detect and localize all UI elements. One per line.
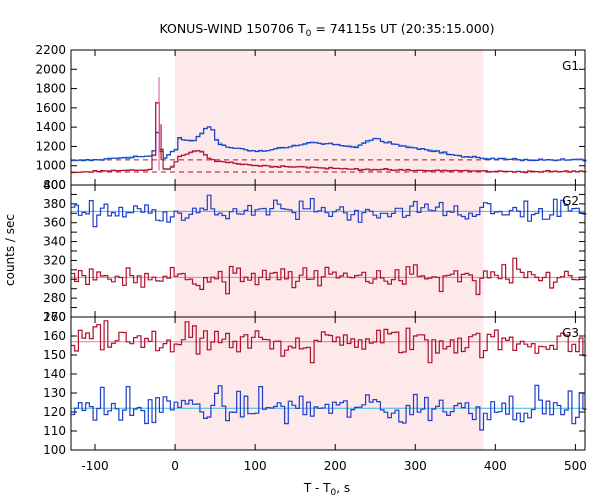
shaded-interval-g1 [175, 50, 484, 185]
x-tick-label-500: 500 [564, 459, 587, 473]
y-axis-label: counts / sec [3, 214, 17, 286]
y-tick-label-g2-400: 400 [43, 178, 66, 192]
y-tick-label-g3-110: 110 [43, 424, 66, 438]
y-tick-label-g1-1400: 1400 [35, 120, 66, 134]
y-tick-label-g1-1200: 1200 [35, 139, 66, 153]
panel-label-g1: G1 [562, 59, 579, 73]
label-layer: 8001000120014001600180020002200G12602803… [35, 43, 586, 473]
x-tick-label-200: 200 [324, 459, 347, 473]
y-tick-label-g3-130: 130 [43, 386, 66, 400]
panel-label-g2: G2 [562, 194, 579, 208]
frame-layer [70, 49, 586, 451]
y-tick-label-g2-340: 340 [43, 235, 66, 249]
x-tick-label-100: 100 [244, 459, 267, 473]
series-blue-g3 [71, 384, 587, 431]
y-tick-label-g3-120: 120 [43, 405, 66, 419]
y-tick-label-g1-2200: 2200 [35, 43, 66, 57]
y-tick-label-g3-100: 100 [43, 443, 66, 457]
shaded-interval-g2 [175, 185, 484, 317]
y-tick-label-g2-380: 380 [43, 197, 66, 211]
y-tick-label-g1-1000: 1000 [35, 159, 66, 173]
x-tick-label-400: 400 [484, 459, 507, 473]
shaded-interval-layer [175, 50, 484, 450]
series-red-g2 [71, 257, 587, 296]
panel-label-g3: G3 [562, 326, 579, 340]
y-tick-label-g3-160: 160 [43, 329, 66, 343]
data-layer [71, 77, 587, 431]
y-tick-label-g2-280: 280 [43, 291, 66, 305]
x-tick-label-0: 0 [171, 459, 179, 473]
panel-frame-g3 [70, 316, 586, 451]
y-tick-label-g3-170: 170 [43, 310, 66, 324]
chart-title: KONUS-WIND 150706 T0 = 74115s UT (20:35:… [159, 21, 494, 39]
y-tick-label-g1-2000: 2000 [35, 62, 66, 76]
y-tick-label-g2-300: 300 [43, 272, 66, 286]
x-tick-label-300: 300 [404, 459, 427, 473]
x-axis-label: T - T0, s [303, 481, 350, 498]
x-tick-label--100: -100 [81, 459, 108, 473]
series-red-g1 [71, 102, 587, 174]
y-tick-label-g3-140: 140 [43, 367, 66, 381]
y-tick-label-g2-320: 320 [43, 253, 66, 267]
y-tick-label-g2-260: 260 [43, 310, 66, 324]
shaded-interval-g3 [175, 317, 484, 450]
y-tick-label-g1-1600: 1600 [35, 101, 66, 115]
series-red-g3 [71, 320, 587, 364]
y-tick-label-g1-1800: 1800 [35, 82, 66, 96]
y-tick-label-g3-150: 150 [43, 348, 66, 362]
series-blue-g2 [71, 194, 587, 228]
y-tick-label-g1-800: 800 [43, 178, 66, 192]
y-tick-label-g2-360: 360 [43, 216, 66, 230]
